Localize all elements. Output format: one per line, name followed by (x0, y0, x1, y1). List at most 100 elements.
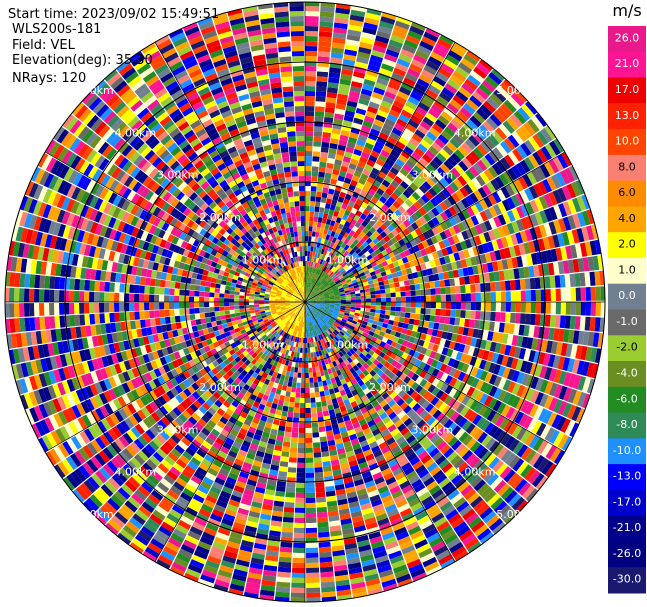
velocity-gate (328, 319, 334, 325)
velocity-gate (360, 323, 367, 329)
velocity-gate (558, 385, 568, 400)
velocity-gate (581, 393, 591, 409)
velocity-gate (354, 144, 364, 152)
velocity-gate (324, 306, 330, 309)
velocity-gate (567, 199, 577, 215)
velocity-gate (305, 176, 312, 182)
velocity-gate (464, 276, 471, 285)
velocity-gate (283, 506, 295, 513)
velocity-gate (495, 291, 501, 302)
velocity-gate (462, 384, 471, 395)
velocity-gate (572, 374, 582, 390)
velocity-gate (498, 124, 512, 137)
velocity-gate (329, 264, 334, 271)
velocity-gate (438, 91, 452, 103)
velocity-gate (431, 141, 443, 153)
velocity-gate (371, 244, 379, 252)
velocity-gate (305, 131, 314, 137)
velocity-gate (360, 213, 367, 221)
velocity-gate (311, 166, 319, 172)
velocity-gate (439, 279, 446, 288)
velocity-gate (418, 234, 426, 243)
velocity-gate (496, 402, 507, 415)
velocity-gate (317, 258, 322, 264)
velocity-gate (309, 300, 315, 302)
velocity-gate (496, 354, 504, 365)
velocity-gate (320, 248, 325, 255)
velocity-gate (364, 164, 373, 172)
velocity-gate (359, 129, 370, 138)
velocity-gate (364, 260, 371, 267)
velocity-gate (291, 582, 305, 588)
velocity-gate (496, 144, 508, 157)
velocity-gate (379, 20, 394, 30)
velocity-gate (349, 229, 356, 237)
velocity-gate (316, 252, 321, 259)
velocity-gate (393, 188, 403, 197)
velocity-gate (319, 284, 324, 289)
velocity-gate (386, 273, 393, 280)
velocity-gate (526, 171, 538, 185)
velocity-gate (448, 216, 458, 227)
velocity-gate (468, 275, 475, 284)
velocity-gate (328, 257, 333, 264)
velocity-gate (330, 220, 336, 227)
velocity-gate (413, 54, 428, 65)
velocity-gate (512, 148, 524, 162)
velocity-gate (408, 195, 417, 204)
velocity-gate (454, 164, 465, 175)
velocity-gate (383, 235, 391, 243)
velocity-gate (308, 267, 311, 273)
velocity-gate (575, 302, 581, 316)
velocity-gate (500, 291, 506, 302)
velocity-gate (353, 117, 364, 125)
velocity-gate (544, 143, 557, 158)
velocity-gate (290, 587, 305, 593)
velocity-gate (369, 271, 376, 277)
velocity-gate (340, 129, 350, 137)
velocity-gate (509, 312, 516, 324)
velocity-gate (424, 348, 432, 357)
velocity-gate (315, 281, 320, 286)
velocity-gate (431, 377, 441, 387)
velocity-gate (286, 386, 292, 392)
velocity-gate (283, 400, 290, 407)
velocity-gate (496, 106, 510, 120)
velocity-gate (342, 156, 352, 163)
velocity-gate (307, 347, 311, 353)
velocity-gate (429, 259, 437, 268)
velocity-gate (534, 197, 544, 212)
velocity-gate (404, 334, 411, 342)
velocity-gate (323, 266, 328, 272)
velocity-gate (367, 64, 381, 73)
velocity-gate (494, 176, 505, 189)
velocity-gate (511, 335, 519, 347)
velocity-gate (359, 272, 366, 277)
velocity-gate (307, 251, 311, 257)
velocity-gate (340, 73, 353, 81)
velocity-gate (378, 171, 387, 180)
velocity-gate (523, 266, 530, 278)
velocity-gate (381, 336, 389, 343)
velocity-gate (535, 378, 544, 391)
velocity-gate (536, 130, 549, 146)
velocity-gate (285, 492, 295, 498)
velocity-gate (444, 279, 451, 287)
velocity-gate (357, 217, 365, 225)
velocity-gate (373, 282, 380, 287)
velocity-gate (339, 218, 346, 226)
velocity-gate (504, 280, 511, 291)
velocity-gate (295, 387, 301, 393)
velocity-gate (309, 302, 315, 304)
velocity-gate (514, 89, 528, 104)
velocity-gate (391, 325, 398, 332)
velocity-gate (298, 432, 305, 438)
velocity-gate (294, 397, 300, 403)
velocity-gate (448, 253, 456, 263)
velocity-gate (461, 219, 471, 230)
velocity-gate (406, 207, 415, 216)
velocity-gate (416, 174, 426, 185)
velocity-gate (340, 242, 347, 249)
velocity-gate (340, 165, 349, 173)
velocity-gate (350, 257, 357, 264)
